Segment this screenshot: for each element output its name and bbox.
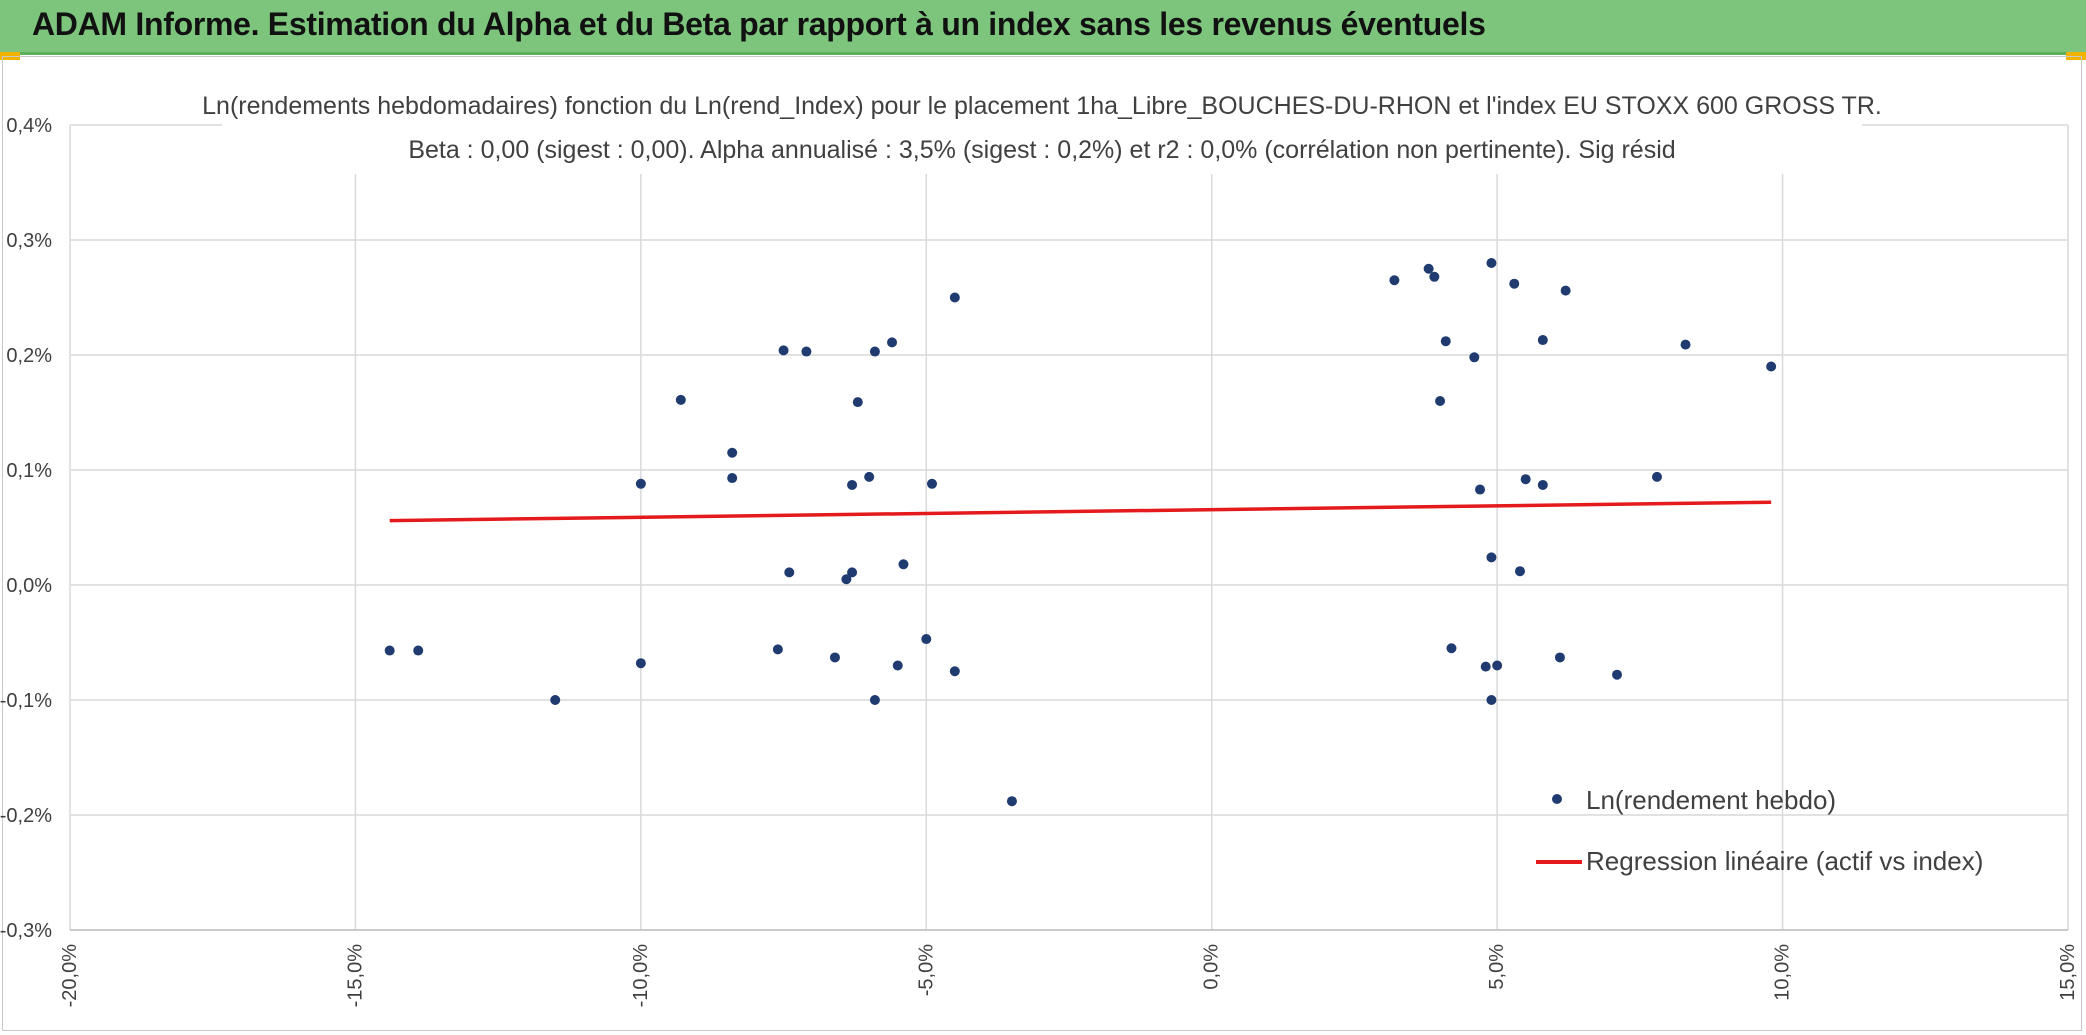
chart-area <box>2 56 2082 1031</box>
regression-line <box>389 500 1772 523</box>
legend-marker-points <box>1552 794 1562 804</box>
data-point <box>898 559 909 570</box>
data-point <box>1766 361 1777 372</box>
x-tick-label: -10,0% <box>630 944 652 1008</box>
data-point <box>550 695 561 705</box>
legend-label-points: Ln(rendement hebdo) <box>1586 785 1836 815</box>
y-tick-label: -0,2% <box>0 805 52 827</box>
data-point <box>1429 271 1440 282</box>
x-tick-label: 15,0% <box>2057 944 2079 1001</box>
report-title: ADAM Informe. Estimation du Alpha et du … <box>32 6 1486 42</box>
data-point <box>1480 661 1491 672</box>
data-point <box>1475 484 1486 495</box>
data-point <box>1509 278 1520 289</box>
data-point <box>926 478 937 489</box>
data-point <box>847 567 858 578</box>
x-tick-label: 0,0% <box>1201 944 1223 990</box>
data-point <box>635 478 646 489</box>
data-point <box>841 574 852 585</box>
x-tick-label: -20,0% <box>59 944 81 1008</box>
data-point <box>778 345 789 356</box>
data-point <box>801 346 812 357</box>
tick-labels: -0,3% -0,2% -0,1% 0,0% 0,1% 0,2% 0,3% 0,4% -20,0… <box>0 115 2079 1007</box>
regression-layer <box>389 500 1772 523</box>
data-point <box>1446 643 1457 654</box>
data-point <box>1560 285 1571 296</box>
legend-label-regression: Regression linéaire (actif vs index) <box>1586 846 1983 876</box>
data-point <box>1486 552 1497 563</box>
data-point <box>892 660 903 671</box>
data-point <box>1006 796 1017 807</box>
chart-title-background <box>222 82 1862 174</box>
y-tick-label: 0,4% <box>6 115 52 137</box>
x-tick-label: -5,0% <box>915 944 937 996</box>
data-point <box>852 397 863 408</box>
legend: Ln(rendement hebdo) Regression linéaire … <box>1536 785 1983 876</box>
data-point <box>921 634 932 645</box>
data-point <box>1389 275 1400 286</box>
data-point <box>1469 352 1480 363</box>
grid-layer <box>69 124 2069 931</box>
y-tick-label: -0,1% <box>0 690 52 712</box>
data-point <box>1486 695 1497 705</box>
data-point <box>1440 336 1451 347</box>
x-tick-label: 10,0% <box>1772 944 1794 1001</box>
data-point <box>1537 335 1548 346</box>
chart-title: Ln(rendements hebdomadaires) fonction du… <box>202 92 1882 120</box>
data-point <box>949 666 960 677</box>
data-point <box>1651 471 1662 482</box>
data-point <box>1520 474 1531 485</box>
data-point <box>869 346 880 357</box>
data-point <box>1486 258 1497 268</box>
data-point <box>727 473 738 484</box>
data-point <box>675 394 686 405</box>
data-point <box>635 658 646 669</box>
y-tick-label: -0,3% <box>0 920 52 942</box>
data-point <box>829 652 840 663</box>
data-points <box>384 258 1777 807</box>
data-point <box>784 567 795 578</box>
y-tick-label: 0,1% <box>6 460 52 482</box>
data-point <box>1680 339 1691 350</box>
data-point <box>847 479 858 490</box>
x-tick-label: 5,0% <box>1486 944 1508 990</box>
x-tick-label: -15,0% <box>344 944 366 1008</box>
data-point <box>1612 669 1623 680</box>
data-point <box>1435 396 1446 406</box>
data-point <box>1537 479 1548 490</box>
data-point <box>949 292 960 303</box>
data-point <box>864 471 875 482</box>
y-tick-label: 0,3% <box>6 230 52 252</box>
y-tick-label: 0,2% <box>6 345 52 367</box>
data-point <box>1423 263 1434 274</box>
data-point <box>384 645 395 656</box>
data-point <box>887 337 898 348</box>
report-header: ADAM Informe. Estimation du Alpha et du … <box>0 0 2086 55</box>
data-point <box>869 695 880 705</box>
data-point <box>1492 660 1503 671</box>
data-point <box>413 645 424 656</box>
y-tick-label: 0,0% <box>6 575 52 597</box>
data-point <box>772 644 783 655</box>
data-point <box>727 447 738 458</box>
data-point <box>1554 652 1565 663</box>
chart-subtitle: Beta : 0,00 (sigest : 0,00). Alpha annua… <box>408 136 1675 164</box>
data-point <box>1514 566 1525 577</box>
